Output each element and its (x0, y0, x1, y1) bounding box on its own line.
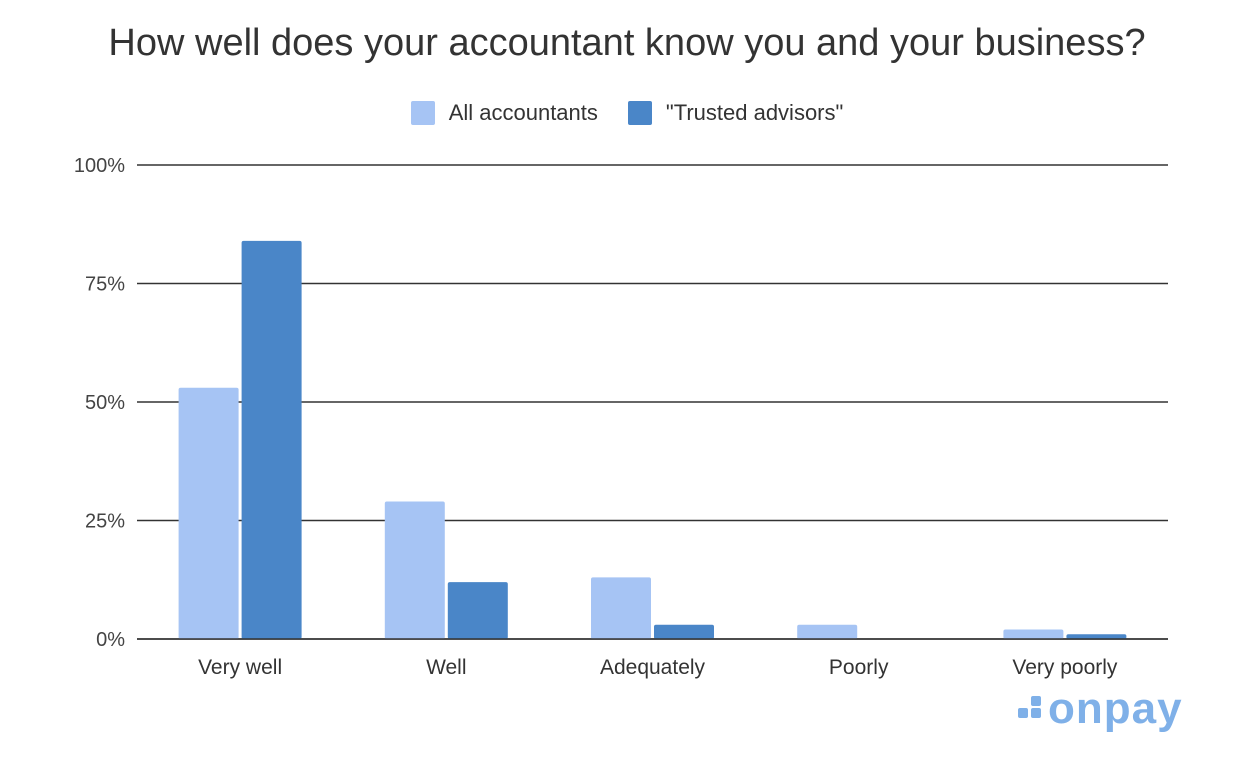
x-tick-label: Poorly (829, 656, 889, 679)
x-tick-label: Adequately (600, 656, 706, 679)
y-tick-label: 50% (85, 392, 125, 414)
legend-swatch-trusted-advisors (627, 101, 652, 125)
y-tick-label: 75% (85, 274, 125, 296)
bar-all-accountants-poorly (797, 624, 858, 639)
onpay-logo-text: onpay (1048, 684, 1183, 733)
x-tick-label: Well (426, 656, 466, 679)
legend-item-all-accountants: All accountants (410, 100, 598, 126)
legend-label-all-accountants: All accountants (448, 100, 598, 125)
onpay-logo-mark (1018, 696, 1044, 722)
x-tick-label: Very well (198, 656, 282, 679)
y-tick-label: 25% (85, 511, 125, 533)
bar-all-accountants-very-poorly (1003, 629, 1064, 639)
bar-trusted-advisors-very-well (241, 240, 302, 639)
legend: All accountants "Trusted advisors" (0, 100, 1254, 126)
bar-all-accountants-very-well (178, 387, 239, 639)
bar-trusted-advisors-adequately (654, 624, 714, 639)
y-tick-label: 0% (96, 629, 125, 651)
chart-title: How well does your accountant know you a… (108, 22, 1146, 64)
onpay-logo: onpay (1018, 682, 1218, 736)
bar-all-accountants-adequately (591, 577, 651, 639)
bar-trusted-advisors-well (447, 582, 508, 639)
legend-label-trusted-advisors: "Trusted advisors" (665, 100, 844, 125)
x-tick-label: Very poorly (1012, 656, 1118, 679)
legend-item-trusted-advisors: "Trusted advisors" (627, 100, 844, 126)
legend-swatch-all-accountants (410, 101, 435, 125)
bar-all-accountants-well (384, 501, 445, 639)
y-tick-label: 100% (74, 155, 125, 177)
bar-trusted-advisors-very-poorly (1066, 634, 1127, 639)
